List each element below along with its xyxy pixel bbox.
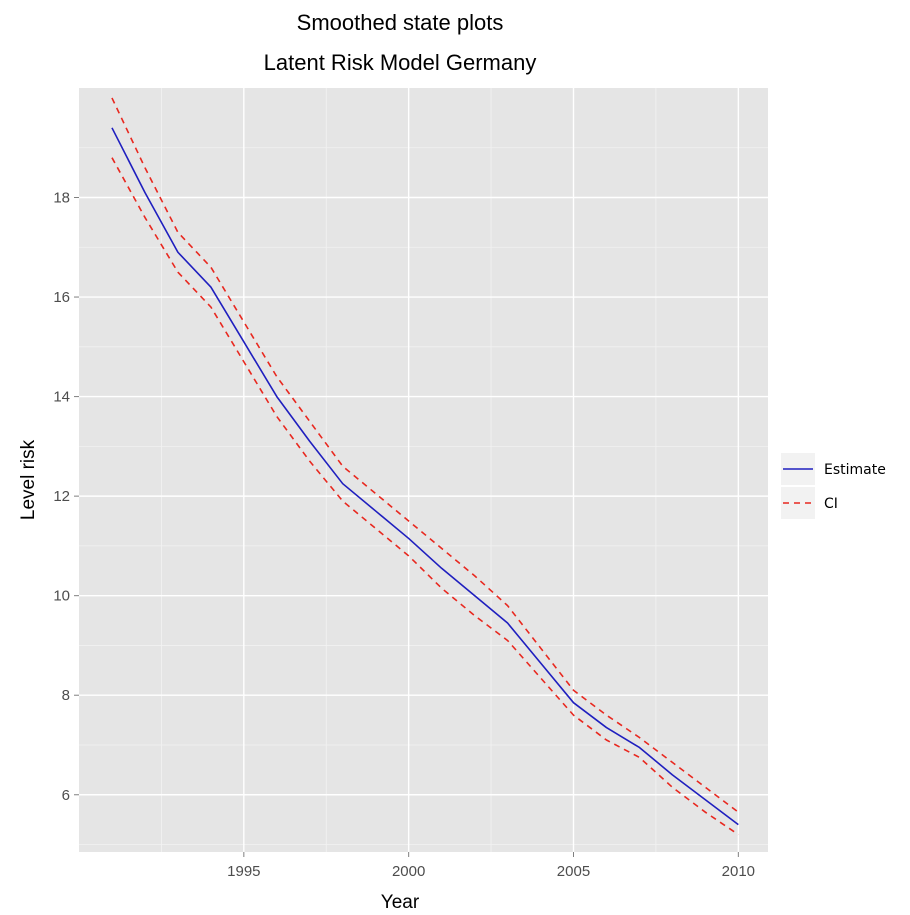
ci-line: [111, 157, 739, 836]
ci-line: [111, 97, 739, 813]
estimate-line: [111, 127, 739, 826]
y-tick-label: 18: [53, 189, 70, 206]
chart-subtitle: Latent Risk Model Germany: [264, 50, 537, 75]
y-tick-label: 16: [53, 289, 70, 306]
y-tick-label: 12: [53, 488, 70, 505]
y-axis-title: Level risk: [18, 439, 39, 520]
x-tick-label: 2000: [392, 863, 425, 880]
y-tick-label: 8: [62, 687, 70, 704]
legend-label: Estimate: [824, 462, 886, 478]
legend: Estimate CI: [781, 453, 886, 519]
y-tick-label: 14: [53, 389, 70, 406]
major-gridlines: [79, 88, 768, 852]
series-layer: [111, 97, 739, 836]
x-tick-label: 2005: [557, 863, 590, 880]
y-tick-label: 10: [53, 588, 70, 605]
minor-gridlines: [79, 88, 768, 852]
x-tick-label: 1995: [227, 863, 260, 880]
plot-panel: [79, 88, 768, 852]
x-axis: 1995 2000 2005 2010: [227, 852, 755, 880]
legend-label: CI: [824, 496, 838, 512]
y-axis: 6 8 10 12 14 16 18: [53, 189, 79, 804]
y-tick-label: 6: [62, 787, 70, 804]
x-tick-label: 2010: [722, 863, 755, 880]
chart-title: Smoothed state plots: [297, 10, 504, 35]
x-axis-title: Year: [381, 892, 420, 913]
